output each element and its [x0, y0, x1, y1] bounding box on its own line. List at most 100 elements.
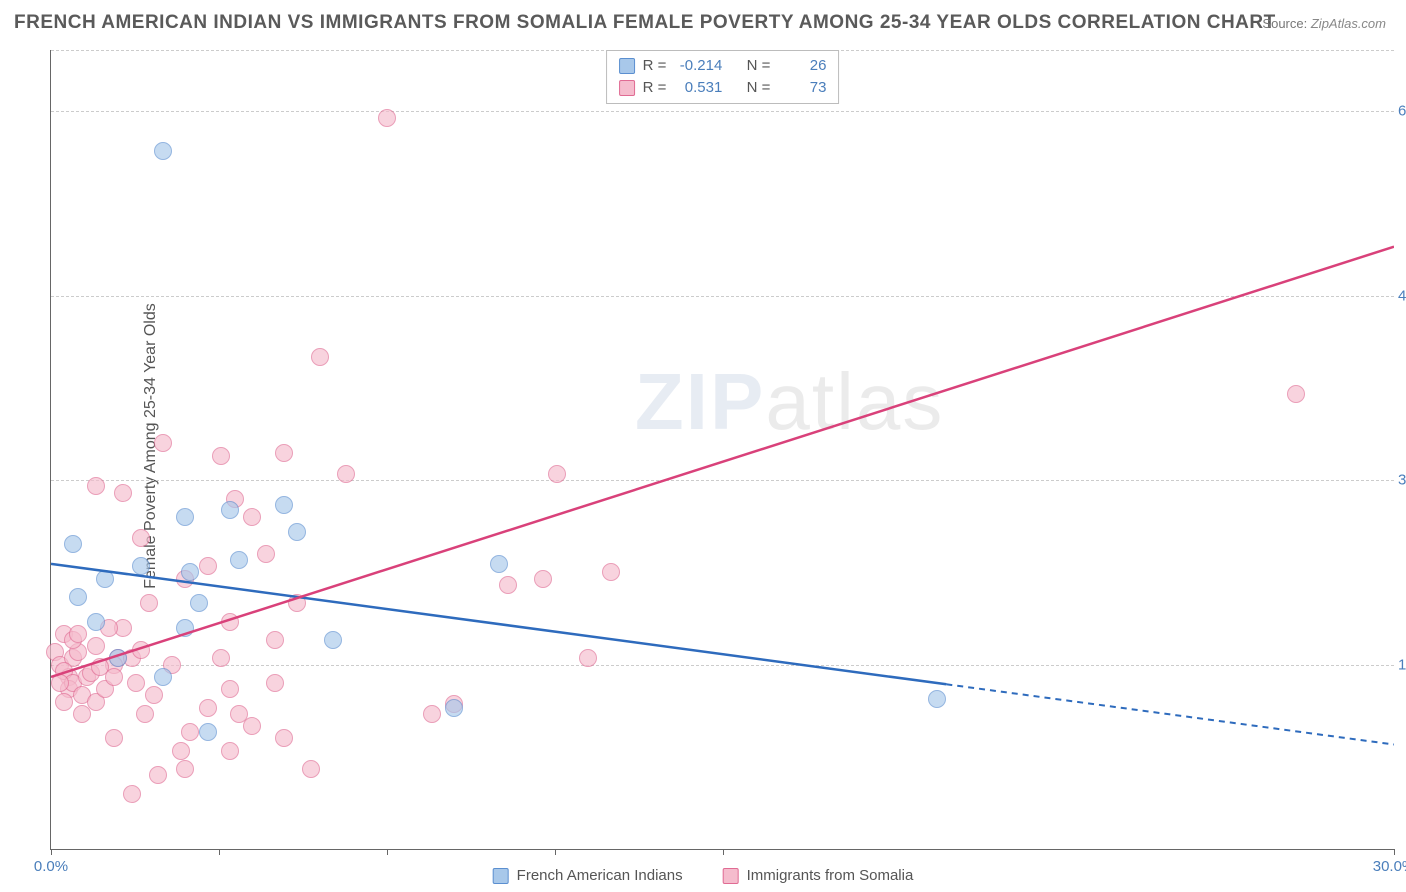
source-label: Source: [1262, 16, 1307, 31]
scatter-point [548, 465, 566, 483]
scatter-point [230, 551, 248, 569]
scatter-point [423, 705, 441, 723]
scatter-point [221, 613, 239, 631]
correlation-legend: R = -0.214 N = 26 R = 0.531 N = 73 [606, 50, 840, 104]
scatter-point [212, 649, 230, 667]
scatter-point [266, 631, 284, 649]
scatter-point [445, 699, 463, 717]
scatter-point [499, 576, 517, 594]
scatter-point [145, 686, 163, 704]
r-value-2: 0.531 [674, 77, 722, 99]
scatter-point [132, 557, 150, 575]
r-value-1: -0.214 [674, 55, 722, 77]
watermark-atlas: atlas [765, 357, 944, 446]
legend-row-series2: R = 0.531 N = 73 [619, 77, 827, 99]
scatter-point [490, 555, 508, 573]
scatter-point [212, 447, 230, 465]
chart-plot-area: ZIPatlas R = -0.214 N = 26 R = 0.531 N =… [50, 50, 1394, 850]
scatter-point [1287, 385, 1305, 403]
x-tick [387, 849, 388, 855]
scatter-point [136, 705, 154, 723]
scatter-point [378, 109, 396, 127]
watermark-zip: ZIP [635, 357, 765, 446]
series-legend: French American Indians Immigrants from … [493, 867, 914, 884]
scatter-point [91, 658, 109, 676]
scatter-point [132, 529, 150, 547]
y-tick-label: 30.0% [1398, 472, 1406, 489]
scatter-point [154, 142, 172, 160]
scatter-point [928, 690, 946, 708]
r-label: R = [643, 77, 667, 99]
scatter-point [87, 637, 105, 655]
scatter-point [176, 760, 194, 778]
scatter-point [64, 535, 82, 553]
scatter-point [257, 545, 275, 563]
x-tick [51, 849, 52, 855]
watermark: ZIPatlas [635, 356, 944, 448]
gridline-h [51, 665, 1394, 666]
gridline-h [51, 480, 1394, 481]
scatter-point [109, 649, 127, 667]
scatter-point [176, 619, 194, 637]
scatter-point [69, 588, 87, 606]
scatter-point [266, 674, 284, 692]
scatter-point [181, 723, 199, 741]
swatch-series2-icon [723, 868, 739, 884]
scatter-point [105, 729, 123, 747]
n-label: N = [747, 55, 771, 77]
scatter-point [55, 693, 73, 711]
scatter-point [69, 625, 87, 643]
n-value-1: 26 [778, 55, 826, 77]
y-tick-label: 15.0% [1398, 656, 1406, 673]
regression-line-extrapolated [946, 684, 1394, 744]
legend-item-1: French American Indians [493, 867, 683, 884]
scatter-point [324, 631, 342, 649]
r-label: R = [643, 55, 667, 77]
chart-title: FRENCH AMERICAN INDIAN VS IMMIGRANTS FRO… [14, 12, 1276, 34]
scatter-point [140, 594, 158, 612]
scatter-point [87, 613, 105, 631]
source-value: ZipAtlas.com [1311, 16, 1386, 31]
gridline-h [51, 296, 1394, 297]
scatter-point [123, 785, 141, 803]
scatter-point [199, 723, 217, 741]
scatter-point [154, 434, 172, 452]
n-label: N = [747, 77, 771, 99]
scatter-point [127, 674, 145, 692]
y-tick-label: 45.0% [1398, 287, 1406, 304]
swatch-series1 [619, 58, 635, 74]
scatter-point [51, 674, 69, 692]
scatter-point [114, 484, 132, 502]
scatter-point [221, 742, 239, 760]
scatter-point [275, 444, 293, 462]
scatter-point [602, 563, 620, 581]
x-tick [219, 849, 220, 855]
x-tick [555, 849, 556, 855]
scatter-point [579, 649, 597, 667]
scatter-point [172, 742, 190, 760]
scatter-point [243, 717, 261, 735]
gridline-h [51, 111, 1394, 112]
scatter-point [154, 668, 172, 686]
scatter-point [149, 766, 167, 784]
scatter-point [302, 760, 320, 778]
scatter-point [311, 348, 329, 366]
scatter-point [243, 508, 261, 526]
scatter-point [275, 729, 293, 747]
x-tick-label: 30.0% [1373, 858, 1406, 875]
scatter-point [288, 523, 306, 541]
legend-row-series1: R = -0.214 N = 26 [619, 55, 827, 77]
legend-label-1: French American Indians [517, 867, 683, 884]
scatter-point [337, 465, 355, 483]
scatter-point [534, 570, 552, 588]
regression-line [51, 247, 1394, 677]
scatter-point [288, 594, 306, 612]
x-tick-label: 0.0% [34, 858, 68, 875]
scatter-point [190, 594, 208, 612]
scatter-point [96, 570, 114, 588]
x-tick [1394, 849, 1395, 855]
scatter-point [221, 680, 239, 698]
y-tick-label: 60.0% [1398, 103, 1406, 120]
legend-label-2: Immigrants from Somalia [747, 867, 914, 884]
n-value-2: 73 [778, 77, 826, 99]
